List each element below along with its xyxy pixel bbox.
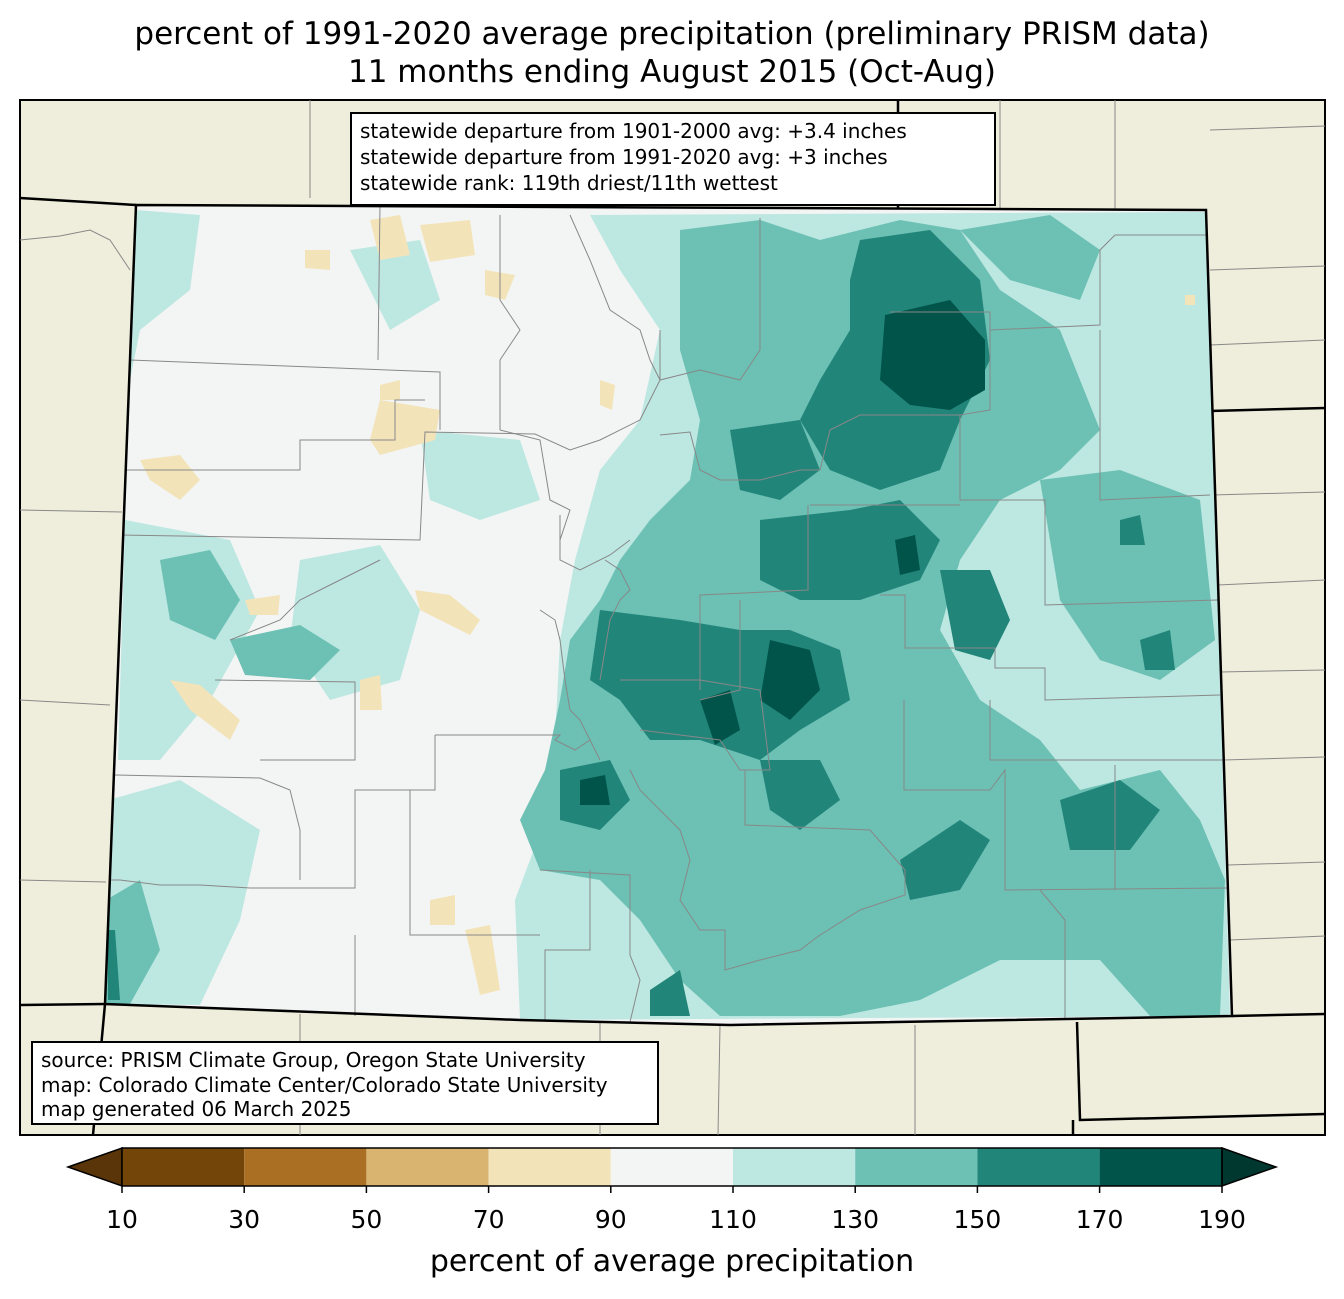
colorbar-tick-label: 170: [1075, 1205, 1124, 1234]
colorbar-extend-low: [65, 1146, 123, 1188]
colorbar-bin-90-110: [610, 1148, 733, 1186]
colorbar-tick-label: 10: [106, 1205, 138, 1234]
colorbar-bin-130-150: [855, 1148, 978, 1186]
colorbar-bin-70-90: [488, 1148, 611, 1186]
colorbar-tick-label: 50: [350, 1205, 383, 1234]
colorbar-tick-label: 190: [1198, 1205, 1246, 1234]
colorbar-bin-110-130: [733, 1148, 856, 1186]
source-box: source: PRISM Climate Group, Oregon Stat…: [31, 1041, 659, 1125]
colorbar: [65, 1146, 1279, 1193]
statewide-stats-box: statewide departure from 1901-2000 avg: …: [350, 112, 996, 206]
colorbar-tick-marks: [121, 1186, 1223, 1193]
neighbor-county-lines: [19, 100, 1326, 1136]
state-borders: [19, 100, 1326, 1136]
colorbar-tick-label: 150: [953, 1205, 1002, 1234]
colorbar-tick-label: 90: [594, 1205, 627, 1234]
colorbar-extend-high: [1221, 1146, 1279, 1188]
colorado-border: [103, 203, 1234, 1027]
stats-rank: statewide rank: 119th driest/11th wettes…: [360, 171, 778, 195]
colorbar-bin-50-70: [366, 1148, 489, 1186]
map-credit-line: map: Colorado Climate Center/Colorado St…: [41, 1072, 608, 1097]
stats-departure-1901-2000: statewide departure from 1901-2000 avg: …: [360, 119, 907, 143]
map-subtitle: 11 months ending August 2015 (Oct-Aug): [347, 54, 997, 90]
county-lines: [110, 204, 1229, 1023]
colorbar-bin-150-170: [977, 1148, 1100, 1186]
map-title: percent of 1991-2020 average precipitati…: [134, 16, 1210, 52]
generated-date-line: map generated 06 March 2025: [41, 1097, 352, 1121]
colorbar-tick-label: 30: [228, 1205, 261, 1234]
colorbar-label: percent of average precipitation: [429, 1244, 915, 1279]
stats-departure-1991-2020: statewide departure from 1991-2020 avg: …: [360, 145, 888, 169]
colorbar-tick-label: 130: [831, 1205, 880, 1234]
colorbar-bin-10-30: [122, 1148, 245, 1186]
colorbar-bin-170-190: [1099, 1148, 1222, 1186]
source-line: source: PRISM Climate Group, Oregon Stat…: [41, 1048, 586, 1072]
colorbar-tick-label: 70: [472, 1205, 505, 1234]
colorbar-tick-label: 110: [709, 1205, 757, 1234]
colorbar-bin-30-50: [244, 1148, 367, 1186]
